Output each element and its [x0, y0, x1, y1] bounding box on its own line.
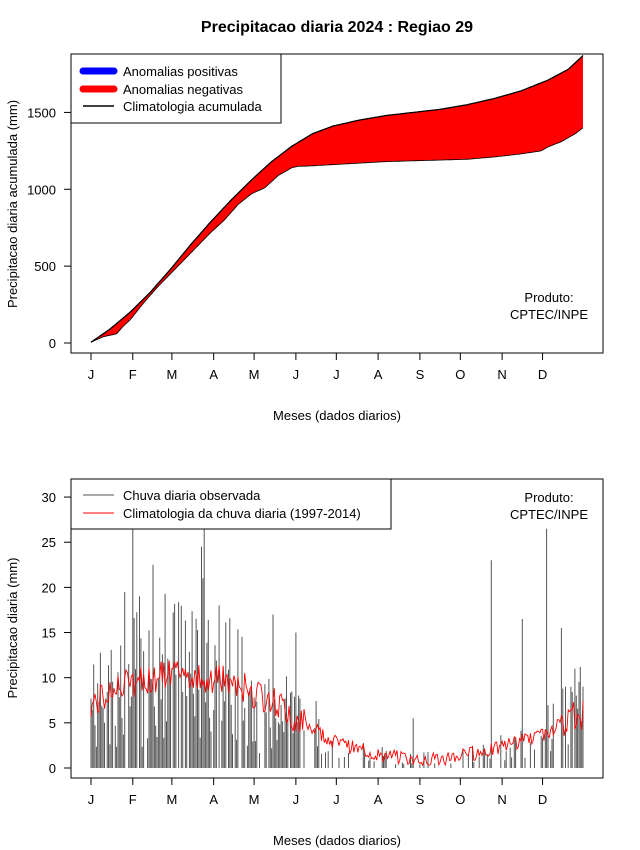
legend-daily-climatology-label: Climatologia da chuva diaria (1997-2014) [123, 506, 361, 521]
daily-y-tick-label-2: 10 [42, 671, 56, 686]
cumulative-x-tick-label-11: D [538, 367, 547, 382]
cumulative-x-tick-label-2: M [166, 367, 177, 382]
cumulative-y-label: Precipitacao diaria acumulada (mm) [5, 100, 20, 308]
cumulative-area-layer [90, 55, 584, 343]
daily-y-tick-label-3: 15 [42, 626, 56, 641]
daily-x-tick-label-7: A [374, 792, 383, 807]
daily-x-tick-label-0: J [88, 792, 95, 807]
daily-x-tick-label-1: F [129, 792, 137, 807]
daily-x-label: Meses (dados diarios) [273, 833, 401, 848]
legend-climatology-label: Climatologia acumulada [123, 99, 263, 114]
daily-x-tick-label-11: D [538, 792, 547, 807]
legend-negative-label: Anomalias negativas [123, 82, 243, 97]
chart-title: Precipitacao diaria 2024 : Regiao 29 [201, 19, 473, 36]
daily-y-tick-label-1: 5 [49, 716, 56, 731]
daily-legend-box [70, 478, 392, 530]
daily-y-tick-label-5: 25 [42, 535, 56, 550]
cumulative-x-tick-label-4: M [249, 367, 260, 382]
cumulative-legend: Anomalias positivas Anomalias negativas … [70, 53, 282, 124]
cumulative-plot-frame [70, 53, 604, 354]
cumulative-x-tick-label-5: J [293, 367, 300, 382]
daily-x-tick-label-10: N [497, 792, 506, 807]
cumulative-product-label: Produto: [524, 290, 573, 305]
daily-legend: Chuva diaria observada Climatologia da c… [70, 478, 392, 530]
daily-y-tick-label-0: 0 [49, 761, 56, 776]
daily-y-axis: 0 5 10 15 20 25 30 [42, 490, 71, 776]
legend-observed-label: Chuva diaria observada [123, 488, 261, 503]
cumulative-x-tick-label-9: O [455, 367, 465, 382]
cumulative-x-tick-label-1: F [129, 367, 137, 382]
climatology-cumulative-line [90, 55, 584, 343]
daily-x-tick-label-4: M [249, 792, 260, 807]
negative-anomaly-area [91, 55, 583, 343]
cumulative-x-tick-label-0: J [88, 367, 95, 382]
daily-y-tick-label-4: 20 [42, 580, 56, 595]
cumulative-x-tick-label-7: A [374, 367, 383, 382]
daily-x-tick-label-3: A [209, 792, 218, 807]
cumulative-y-tick-label-3: 1500 [27, 105, 56, 120]
cumulative-x-tick-label-6: J [333, 367, 340, 382]
daily-x-tick-label-9: O [455, 792, 465, 807]
cumulative-panel: 0 500 1000 1500 J F M A M J J A S O N D Meses (dados d… [5, 53, 604, 423]
cumulative-y-axis: 0 500 1000 1500 [27, 105, 71, 351]
daily-panel: 0 5 10 15 20 25 30 J F M A M J J A S O N D Meses (dados d… [5, 478, 604, 848]
cumulative-x-label: Meses (dados diarios) [273, 408, 401, 423]
cumulative-x-tick-label-10: N [497, 367, 506, 382]
cumulative-y-tick-label-1: 500 [34, 259, 56, 274]
cumulative-x-tick-label-8: S [416, 367, 425, 382]
daily-x-tick-label-2: M [166, 792, 177, 807]
daily-x-tick-label-6: J [333, 792, 340, 807]
daily-product-label: Produto: [524, 490, 573, 505]
cumulative-product-source: CPTEC/INPE [510, 307, 588, 322]
legend-positive-label: Anomalias positivas [123, 64, 238, 79]
daily-climatology-line [90, 660, 584, 767]
daily-x-tick-label-8: S [416, 792, 425, 807]
daily-bars-layer [90, 506, 584, 768]
daily-product-source: CPTEC/INPE [510, 507, 588, 522]
cumulative-x-tick-label-3: A [209, 367, 218, 382]
observed-cumulative-line [90, 127, 584, 343]
daily-x-tick-label-5: J [293, 792, 300, 807]
cumulative-y-tick-label-2: 1000 [27, 182, 56, 197]
daily-y-label: Precipitacao diaria (mm) [5, 558, 20, 699]
cumulative-y-tick-label-0: 0 [49, 336, 56, 351]
daily-y-tick-label-6: 30 [42, 490, 56, 505]
